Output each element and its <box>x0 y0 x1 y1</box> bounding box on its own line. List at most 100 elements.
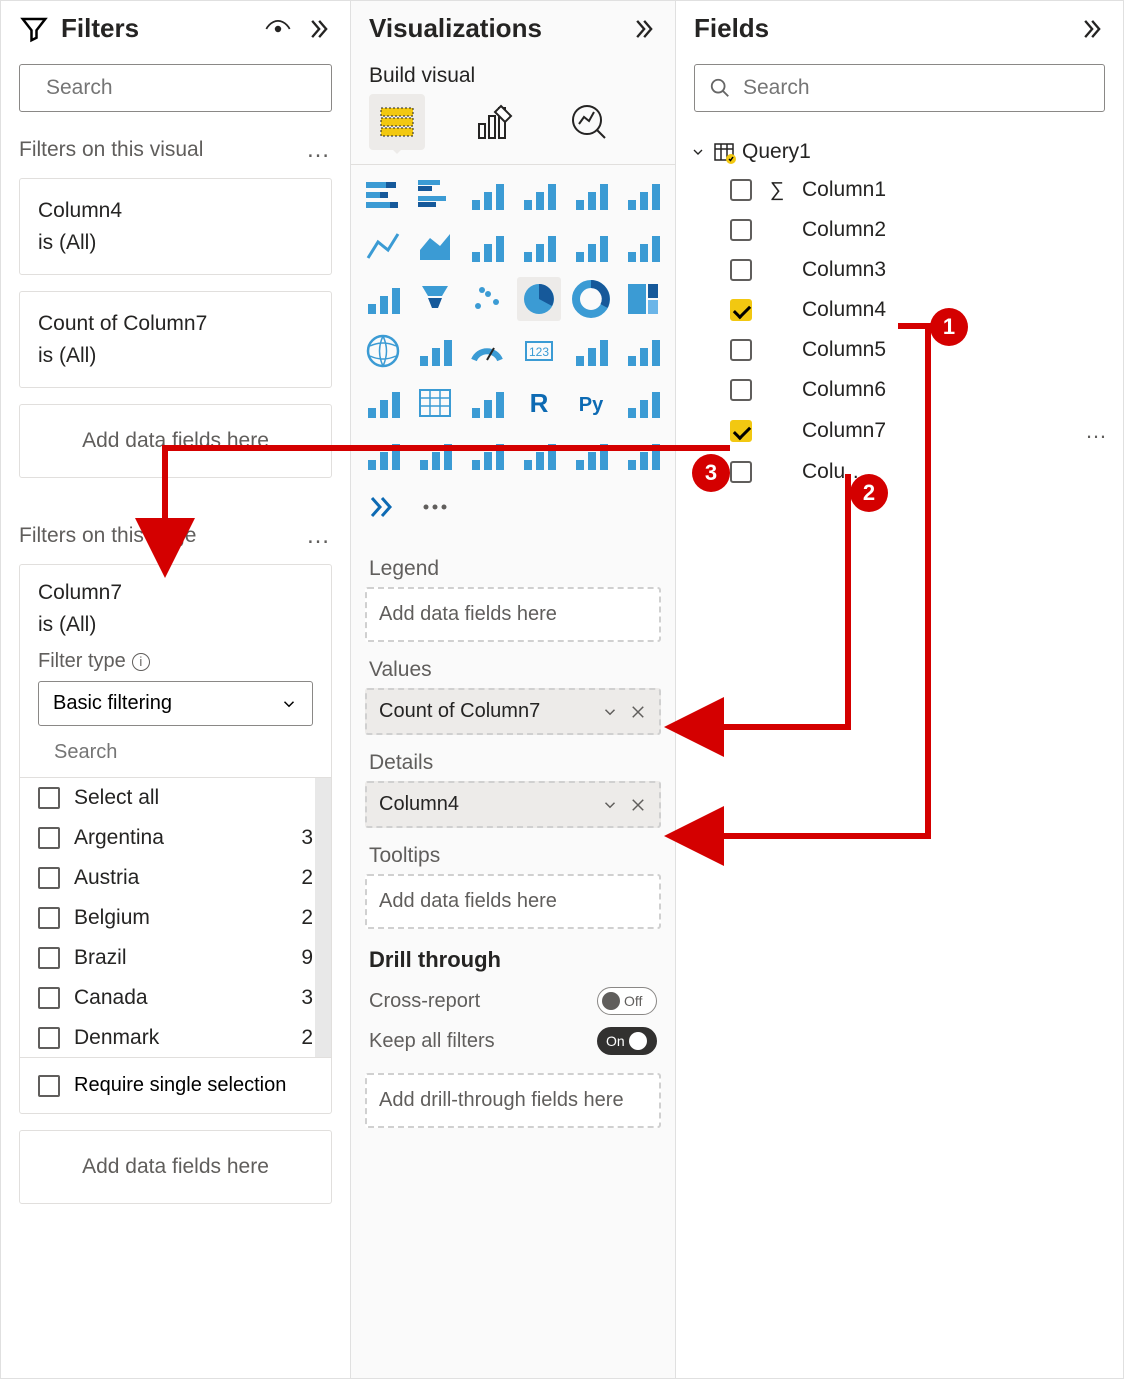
build-tab[interactable] <box>369 94 425 150</box>
chevron-down-icon[interactable] <box>601 703 619 721</box>
field-row[interactable]: ∑ Column1 <box>686 170 1113 210</box>
viz-donut[interactable] <box>569 277 613 321</box>
viz-stacked-bar[interactable] <box>361 173 405 217</box>
field-row[interactable]: Column2 <box>686 210 1113 250</box>
viz-multi-card[interactable] <box>569 329 613 373</box>
viz-key-influencer[interactable] <box>621 381 665 425</box>
cross-report-toggle[interactable]: Off <box>597 987 657 1015</box>
option-checkbox[interactable] <box>38 987 60 1009</box>
field-checkbox[interactable] <box>730 219 752 241</box>
viz-treemap[interactable] <box>621 277 665 321</box>
viz-funnel[interactable] <box>413 277 457 321</box>
viz-line-column-cluster[interactable] <box>569 225 613 269</box>
field-checkbox[interactable] <box>730 379 752 401</box>
viz-power-apps[interactable] <box>569 433 613 477</box>
filter-option[interactable]: Brazil 9 <box>20 938 331 978</box>
filter-value-search-input[interactable] <box>52 740 321 765</box>
analytics-tab[interactable] <box>561 94 617 150</box>
viz-matrix[interactable] <box>465 381 509 425</box>
viz-stacked-100-bar[interactable] <box>465 173 509 217</box>
viz-decomposition[interactable] <box>361 433 405 477</box>
option-checkbox[interactable] <box>38 827 60 849</box>
field-checkbox[interactable] <box>730 259 752 281</box>
table-node[interactable]: Query1 <box>686 134 1113 170</box>
viz-gauge[interactable] <box>465 329 509 373</box>
filters-search-input[interactable] <box>44 75 319 101</box>
viz-clustered-column[interactable] <box>569 173 613 217</box>
collapse-icon[interactable] <box>629 15 657 43</box>
fields-search-input[interactable] <box>741 75 1090 101</box>
info-icon[interactable]: i <box>132 653 150 671</box>
filter-option[interactable]: Select all <box>20 778 331 818</box>
field-row[interactable]: Column5 <box>686 330 1113 370</box>
option-checkbox[interactable] <box>38 907 60 929</box>
viz-scatter[interactable] <box>465 277 509 321</box>
viz-map[interactable] <box>361 329 405 373</box>
field-row[interactable]: Column3 <box>686 250 1113 290</box>
viz-clustered-bar[interactable] <box>413 173 457 217</box>
viz-kpi[interactable] <box>621 329 665 373</box>
viz-ellipsis[interactable] <box>413 485 457 529</box>
field-checkbox[interactable] <box>730 299 752 321</box>
filter-card-column4[interactable]: Column4 is (All) <box>19 178 332 275</box>
filter-option[interactable]: Belgium 2 <box>20 898 331 938</box>
viz-table[interactable] <box>413 381 457 425</box>
filter-card-column7count[interactable]: Count of Column7 is (All) <box>19 291 332 388</box>
viz-slicer[interactable] <box>361 381 405 425</box>
viz-ribbon[interactable] <box>621 225 665 269</box>
scrollbar-thumb[interactable] <box>315 778 331 868</box>
field-menu[interactable]: … <box>1085 418 1109 444</box>
filter-option[interactable]: Canada 3 <box>20 978 331 1018</box>
filter-value-search[interactable] <box>38 734 313 771</box>
filter-option[interactable]: Argentina 3 <box>20 818 331 858</box>
field-row[interactable]: Column6 <box>686 370 1113 410</box>
chevron-down-icon[interactable] <box>601 796 619 814</box>
viz-qna[interactable] <box>413 433 457 477</box>
viz-power-automate[interactable] <box>621 433 665 477</box>
format-tab[interactable] <box>465 94 521 150</box>
eye-icon[interactable] <box>264 15 292 43</box>
option-checkbox[interactable] <box>38 947 60 969</box>
fields-search[interactable] <box>694 64 1105 112</box>
field-row[interactable]: Column4 <box>686 290 1113 330</box>
viz-paginated[interactable] <box>517 433 561 477</box>
visual-filters-menu[interactable]: … <box>306 136 332 164</box>
viz-stacked-100-column[interactable] <box>621 173 665 217</box>
filter-option[interactable]: Denmark 2 <box>20 1018 331 1057</box>
tooltips-well[interactable]: Add data fields here <box>365 874 661 929</box>
remove-icon[interactable] <box>629 796 647 814</box>
remove-icon[interactable] <box>629 703 647 721</box>
details-chip[interactable]: Column4 <box>365 781 661 828</box>
field-row[interactable]: Column7 … <box>686 410 1113 452</box>
viz-stacked-area[interactable] <box>465 225 509 269</box>
add-page-filter[interactable]: Add data fields here <box>19 1130 332 1204</box>
values-chip[interactable]: Count of Column7 <box>365 688 661 735</box>
keep-filters-toggle[interactable]: On <box>597 1027 657 1055</box>
viz-stacked-column[interactable] <box>517 173 561 217</box>
filter-options-list[interactable]: Select all Argentina 3 Austria 2 Belgium… <box>20 777 331 1057</box>
viz-pie[interactable] <box>517 277 561 321</box>
page-filters-menu[interactable]: … <box>306 522 332 550</box>
field-checkbox[interactable] <box>730 461 752 483</box>
viz-waterfall[interactable] <box>361 277 405 321</box>
require-single-row[interactable]: Require single selection <box>20 1057 331 1113</box>
viz-filled-map[interactable] <box>413 329 457 373</box>
field-checkbox[interactable] <box>730 179 752 201</box>
viz-more-arrows[interactable] <box>361 485 405 529</box>
filter-type-select[interactable]: Basic filtering <box>38 681 313 726</box>
option-checkbox[interactable] <box>38 787 60 809</box>
require-single-checkbox[interactable] <box>38 1075 60 1097</box>
viz-line-column[interactable] <box>517 225 561 269</box>
collapse-icon[interactable] <box>1077 15 1105 43</box>
field-row[interactable]: Colu… <box>686 452 1113 492</box>
viz-line[interactable] <box>361 225 405 269</box>
viz-r-visual[interactable]: R <box>517 381 561 425</box>
field-checkbox[interactable] <box>730 420 752 442</box>
field-checkbox[interactable] <box>730 339 752 361</box>
legend-well[interactable]: Add data fields here <box>365 587 661 642</box>
drill-through-well[interactable]: Add drill-through fields here <box>365 1073 661 1128</box>
option-checkbox[interactable] <box>38 1027 60 1049</box>
filters-search[interactable] <box>19 64 332 112</box>
add-visual-filter[interactable]: Add data fields here <box>19 404 332 478</box>
viz-py-visual[interactable]: Py <box>569 381 613 425</box>
